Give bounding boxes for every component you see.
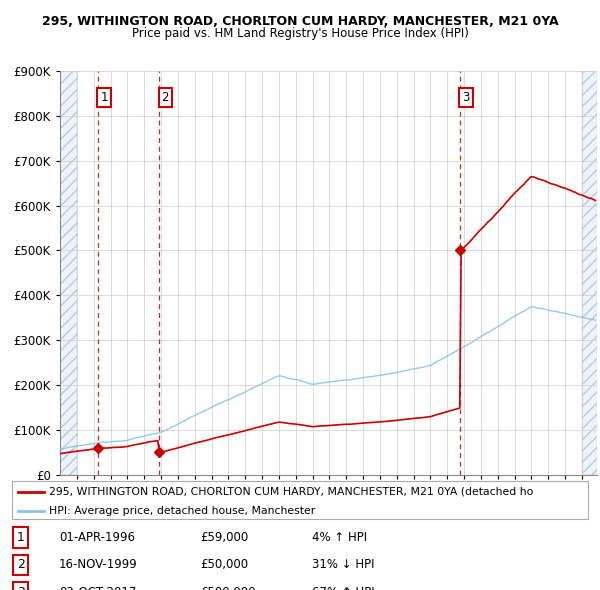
Text: 3: 3	[463, 91, 470, 104]
Text: 4% ↑ HPI: 4% ↑ HPI	[312, 531, 367, 544]
Text: 67% ↑ HPI: 67% ↑ HPI	[312, 586, 374, 590]
Text: £50,000: £50,000	[200, 558, 248, 572]
Bar	[60, 71, 77, 475]
Text: 2: 2	[17, 558, 25, 572]
Text: 1: 1	[100, 91, 108, 104]
Bar	[582, 71, 597, 475]
Text: 16-NOV-1999: 16-NOV-1999	[59, 558, 137, 572]
Text: 1: 1	[17, 531, 25, 544]
Text: Price paid vs. HM Land Registry's House Price Index (HPI): Price paid vs. HM Land Registry's House …	[131, 27, 469, 40]
Text: £500,000: £500,000	[200, 586, 256, 590]
Text: 295, WITHINGTON ROAD, CHORLTON CUM HARDY, MANCHESTER, M21 0YA: 295, WITHINGTON ROAD, CHORLTON CUM HARDY…	[41, 15, 559, 28]
Text: £59,000: £59,000	[200, 531, 248, 544]
Text: 31% ↓ HPI: 31% ↓ HPI	[312, 558, 374, 572]
Text: 3: 3	[17, 586, 25, 590]
Text: 2: 2	[161, 91, 169, 104]
Text: HPI: Average price, detached house, Manchester: HPI: Average price, detached house, Manc…	[49, 506, 316, 516]
Text: 03-OCT-2017: 03-OCT-2017	[59, 586, 136, 590]
Text: 295, WITHINGTON ROAD, CHORLTON CUM HARDY, MANCHESTER, M21 0YA (detached ho: 295, WITHINGTON ROAD, CHORLTON CUM HARDY…	[49, 487, 534, 497]
Text: 01-APR-1996: 01-APR-1996	[59, 531, 135, 544]
